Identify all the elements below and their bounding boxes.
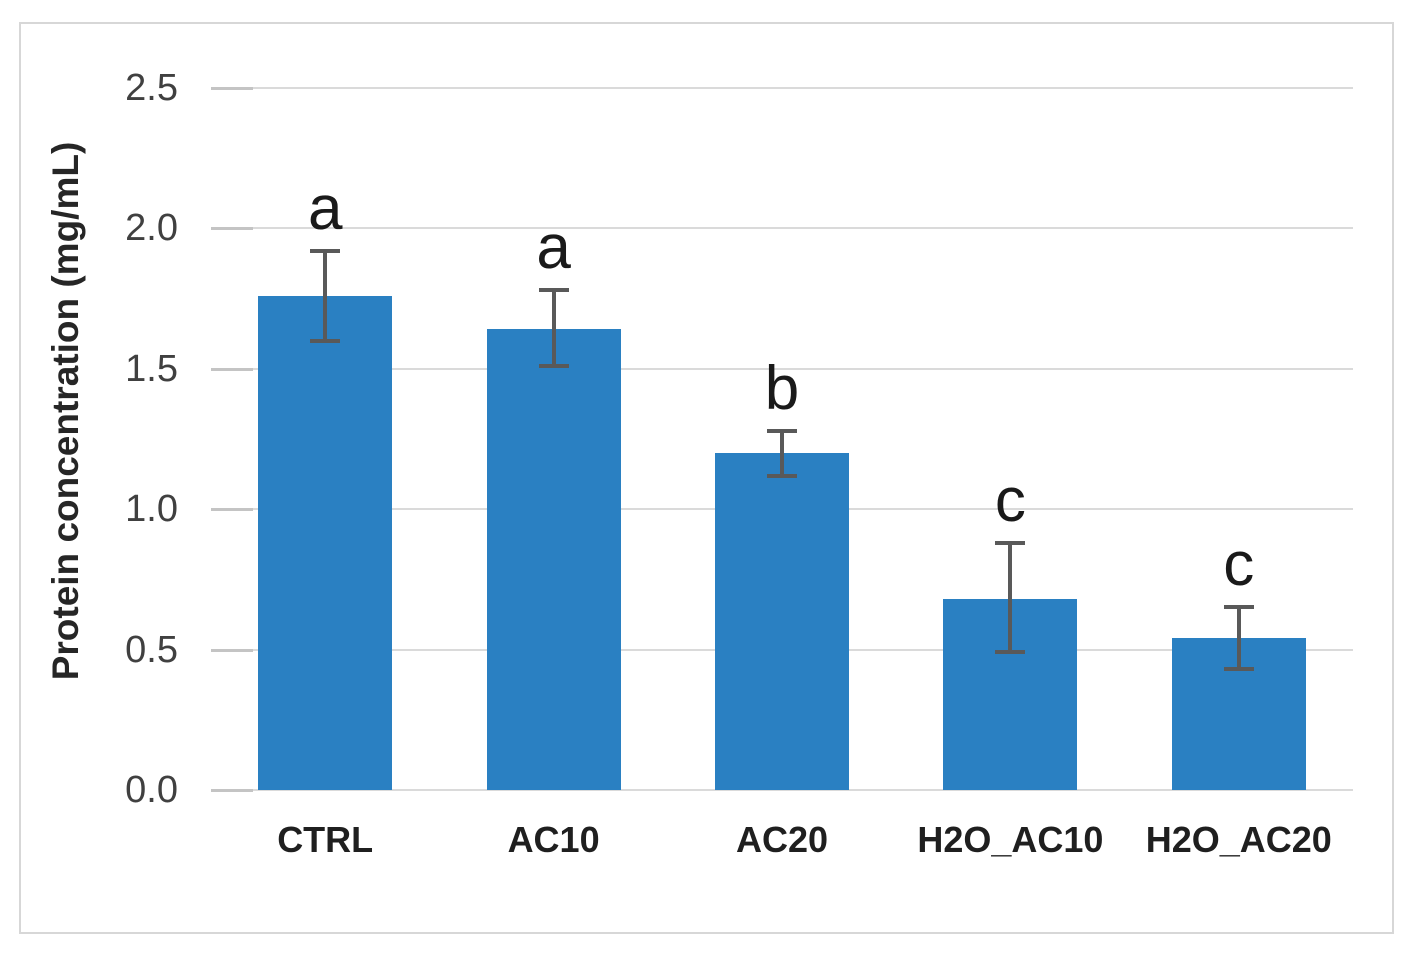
error-bar-cap-bottom-H2O_AC20 <box>1223 667 1254 672</box>
error-bar-line-CTRL <box>323 250 328 341</box>
x-axis-label-CTRL: CTRL <box>277 819 374 860</box>
y-axis-tick-mark <box>211 227 253 231</box>
error-bar-cap-bottom-AC20 <box>767 473 797 478</box>
error-bar-cap-bottom-H2O_AC10 <box>995 650 1026 655</box>
error-bar-cap-top-H2O_AC20 <box>1223 605 1254 610</box>
y-axis-tick-mark <box>211 367 253 371</box>
x-axis-label-AC20: AC20 <box>735 819 829 860</box>
y-axis-tick-label: 1.5 <box>125 347 178 390</box>
significance-letter-CTRL: a <box>307 173 343 243</box>
gridline <box>211 789 1353 791</box>
x-axis-label-H2O_AC20: H2O_AC20 <box>1145 819 1332 860</box>
bar-AC20 <box>715 453 849 790</box>
error-bar-cap-top-CTRL <box>310 248 341 253</box>
significance-letter-H2O_AC10: c <box>994 465 1026 535</box>
y-axis-tick-mark <box>211 789 253 792</box>
error-bar-line-H2O_AC10 <box>1008 542 1013 653</box>
gridline <box>211 367 1353 370</box>
y-axis-tick-label: 2.5 <box>125 67 178 109</box>
y-axis-tick-label: 2.0 <box>125 207 178 250</box>
y-axis-tick-mark <box>211 648 253 652</box>
error-bar-line-AC10 <box>551 290 556 366</box>
error-bar-cap-bottom-AC10 <box>538 363 569 368</box>
y-axis-tick-mark <box>211 87 253 90</box>
y-axis-tick-mark <box>211 508 253 512</box>
error-bar-line-H2O_AC20 <box>1236 607 1241 670</box>
significance-letter-AC20: b <box>764 353 800 423</box>
gridline <box>211 87 1353 89</box>
significance-letter-AC10: a <box>536 213 571 283</box>
bar-CTRL <box>258 295 393 790</box>
y-axis-tick-label: 0.0 <box>125 769 178 811</box>
y-axis-tick-label: 0.5 <box>125 628 178 671</box>
x-axis-label-H2O_AC10: H2O_AC10 <box>917 819 1104 860</box>
error-bar-line-AC20 <box>780 430 784 476</box>
bar-AC10 <box>486 329 621 790</box>
error-bar-cap-top-AC20 <box>767 428 797 433</box>
y-axis-tick-label: 1.0 <box>125 488 178 531</box>
x-axis-label-AC10: AC10 <box>507 819 600 860</box>
gridline <box>211 227 1353 230</box>
significance-letter-H2O_AC20: c <box>1223 530 1255 600</box>
error-bar-cap-bottom-CTRL <box>310 338 341 343</box>
error-bar-cap-top-AC10 <box>538 288 569 293</box>
chart-border-frame <box>19 22 1394 934</box>
error-bar-cap-top-H2O_AC10 <box>995 540 1026 545</box>
